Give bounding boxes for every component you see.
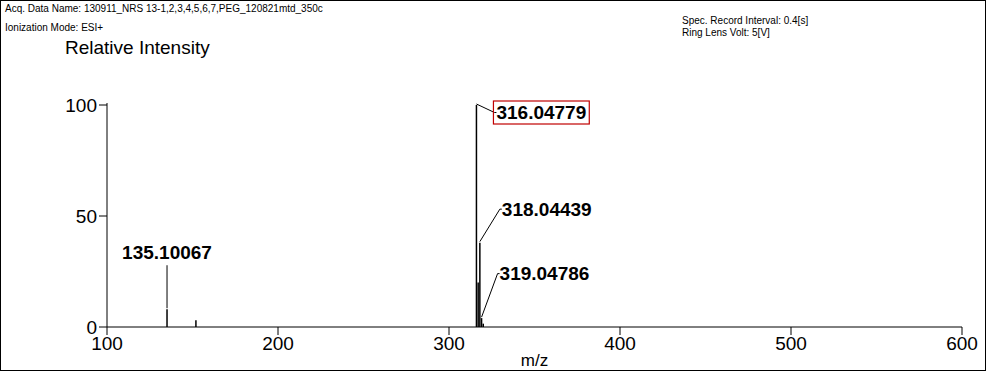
leader-line xyxy=(167,265,168,308)
header-text: Spec. Record Interval: 0.4[s] xyxy=(682,15,808,26)
y-axis-line xyxy=(107,103,108,327)
x-tick-label: 100 xyxy=(91,333,123,354)
peak xyxy=(477,283,479,327)
peak xyxy=(483,324,485,327)
x-tick-label: 200 xyxy=(262,333,294,354)
header-text: Ionization Mode: ESI+ xyxy=(5,22,103,33)
frame xyxy=(1,1,986,371)
y-axis-label: Relative Intensity xyxy=(65,37,210,58)
header-text: Acq. Data Name: 130911_NRS 13-1,2,3,4,5,… xyxy=(5,3,323,14)
peak-label: 135.10067 xyxy=(122,242,212,263)
chart-root: Acq. Data Name: 130911_NRS 13-1,2,3,4,5,… xyxy=(0,0,986,371)
peak-label: 319.04786 xyxy=(500,263,590,284)
y-tick xyxy=(99,105,107,106)
y-tick xyxy=(99,216,107,217)
x-axis-label: m/z xyxy=(521,351,548,370)
peak-label: 318.04439 xyxy=(502,199,592,220)
header-text: Ring Lens Volt: 5[V] xyxy=(682,27,770,38)
y-tick-label: 100 xyxy=(65,95,97,116)
peak xyxy=(195,320,197,327)
x-tick-label: 600 xyxy=(946,333,978,354)
leader-line xyxy=(482,274,500,318)
peak xyxy=(476,105,478,327)
peak-label: 316.04779 xyxy=(496,102,586,123)
y-tick xyxy=(99,327,107,328)
leader-line xyxy=(480,209,502,242)
peak xyxy=(481,318,483,327)
peak xyxy=(479,243,481,327)
y-tick-label: 50 xyxy=(76,206,97,227)
peaks xyxy=(167,105,483,327)
x-tick-label: 300 xyxy=(433,333,465,354)
x-tick-label: 500 xyxy=(775,333,807,354)
highlight-box xyxy=(493,101,589,124)
peak xyxy=(166,309,168,327)
x-tick-label: 400 xyxy=(604,333,636,354)
x-axis-line xyxy=(107,327,962,328)
chart-svg: Acq. Data Name: 130911_NRS 13-1,2,3,4,5,… xyxy=(0,0,986,371)
